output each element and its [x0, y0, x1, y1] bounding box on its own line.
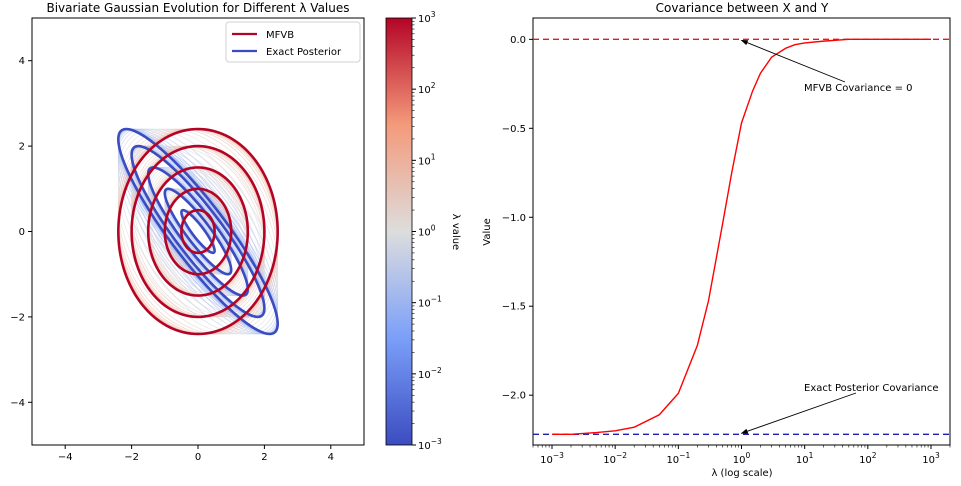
colorbar-tick-label: 103 — [418, 10, 436, 25]
lambda-contour — [147, 167, 249, 296]
exact-posterior-contour — [180, 208, 216, 255]
right-ticks: 10−3 10−2 10−1 100 101 102 103 −2.0 −1.5 −1.0 −0.5… — [502, 35, 951, 466]
colorbar-tick-label: 10−3 — [418, 437, 442, 452]
colorbar-tick-label: 10−2 — [418, 366, 442, 381]
x-tick-label: 0 — [195, 452, 201, 463]
lambda-contour — [180, 209, 216, 254]
colorbar-tick-label: 100 — [418, 224, 436, 239]
lambda-contour — [147, 166, 249, 297]
annotation-arrow — [740, 39, 846, 83]
colorbar-tick-label: 101 — [418, 152, 436, 167]
y-tick-label: −4 — [10, 398, 25, 409]
legend-label-mfvb: MFVB — [266, 30, 294, 41]
lambda-contour — [131, 145, 265, 318]
annotation-mfvb: MFVB Covariance = 0 — [804, 83, 913, 94]
legend-box — [225, 21, 361, 63]
mfvb-contour — [146, 166, 250, 297]
lambda-contour — [131, 145, 265, 318]
lambda-contour — [131, 145, 265, 318]
lambda-contour — [117, 128, 279, 335]
lambda-contour — [131, 145, 265, 318]
lambda-contour — [131, 145, 265, 318]
x-tick-label: 10−1 — [666, 451, 690, 466]
y-tick-label: −2.0 — [502, 391, 526, 402]
y-tick-label: 2 — [19, 142, 25, 153]
x-tick-label: 10−3 — [540, 451, 564, 466]
mfvb-contour — [163, 187, 233, 276]
lambda-contour — [117, 128, 279, 335]
x-tick-label: 103 — [922, 451, 940, 466]
lambda-contour — [131, 145, 265, 318]
x-tick-label: 10−2 — [603, 451, 627, 466]
contour-plot — [117, 127, 279, 336]
lambda-contour — [117, 128, 279, 335]
annotation-arrow — [740, 392, 857, 434]
mfvb-contour — [130, 144, 266, 319]
exact-posterior-contour — [117, 127, 279, 336]
x-tick-label: 100 — [733, 451, 751, 466]
legend-label-exact: Exact Posterior — [266, 47, 342, 58]
y-tick-label: 0 — [19, 227, 25, 238]
colorbar-label: λ value — [450, 214, 461, 250]
x-tick-label: 4 — [328, 452, 334, 463]
x-tick-label: −2 — [124, 452, 139, 463]
x-tick-label: −4 — [58, 452, 73, 463]
lambda-contour — [117, 128, 279, 335]
colorbar — [385, 17, 413, 446]
legend: MFVB Exact Posterior — [225, 21, 361, 63]
y-tick-label: −1.5 — [502, 302, 526, 313]
lambda-contour — [180, 209, 216, 254]
right-xlabel: λ (log scale) — [711, 468, 772, 479]
line-plot — [533, 38, 950, 436]
lambda-contour — [147, 167, 249, 296]
colorbar-ticks: 10−3 10−2 10−1 100 101 102 103 — [412, 10, 442, 452]
x-tick-label: 101 — [796, 451, 814, 466]
lambda-contour — [164, 188, 232, 275]
exact-posterior-contour — [163, 187, 233, 276]
lambda-contour — [117, 128, 279, 335]
x-tick-label: 102 — [859, 451, 877, 466]
lambda-contour — [147, 166, 249, 297]
lambda-contour — [147, 167, 249, 296]
y-tick-label: −1.0 — [502, 213, 526, 224]
lambda-contour — [164, 188, 232, 275]
lambda-contour — [164, 188, 232, 275]
lambda-contour — [147, 166, 249, 297]
exact-posterior-contour — [146, 166, 250, 297]
lambda-contour — [147, 166, 249, 297]
x-tick-label: 2 — [261, 452, 267, 463]
annotations: MFVB Covariance = 0 Exact Posterior Covar… — [740, 39, 939, 434]
lambda-contour — [164, 188, 232, 275]
lambda-contour — [164, 188, 232, 275]
covariance-line — [552, 38, 931, 436]
y-tick-label: −0.5 — [502, 124, 526, 135]
lambda-contour — [117, 128, 279, 335]
lambda-contour — [117, 128, 279, 335]
y-tick-label: −2 — [10, 312, 25, 323]
colorbar-tick-label: 102 — [418, 81, 436, 96]
mfvb-contour — [180, 208, 216, 255]
mfvb-contour — [117, 127, 279, 336]
right-chart-title: Covariance between X and Y — [656, 1, 829, 15]
right-ylabel: Value — [482, 218, 493, 245]
left-chart-title: Bivariate Gaussian Evolution for Differe… — [46, 1, 349, 15]
left-axes-frame — [31, 17, 365, 446]
left-ticks: −4 −2 0 2 4 −4 −2 0 2 4 — [10, 56, 334, 463]
y-tick-label: 4 — [19, 56, 25, 67]
annotation-exact: Exact Posterior Covariance — [804, 383, 939, 394]
y-tick-label: 0.0 — [510, 35, 526, 46]
lambda-contour — [131, 145, 265, 318]
lambda-contour — [117, 128, 279, 335]
colorbar-tick-label: 10−1 — [418, 295, 442, 310]
lambda-contour — [117, 128, 279, 335]
